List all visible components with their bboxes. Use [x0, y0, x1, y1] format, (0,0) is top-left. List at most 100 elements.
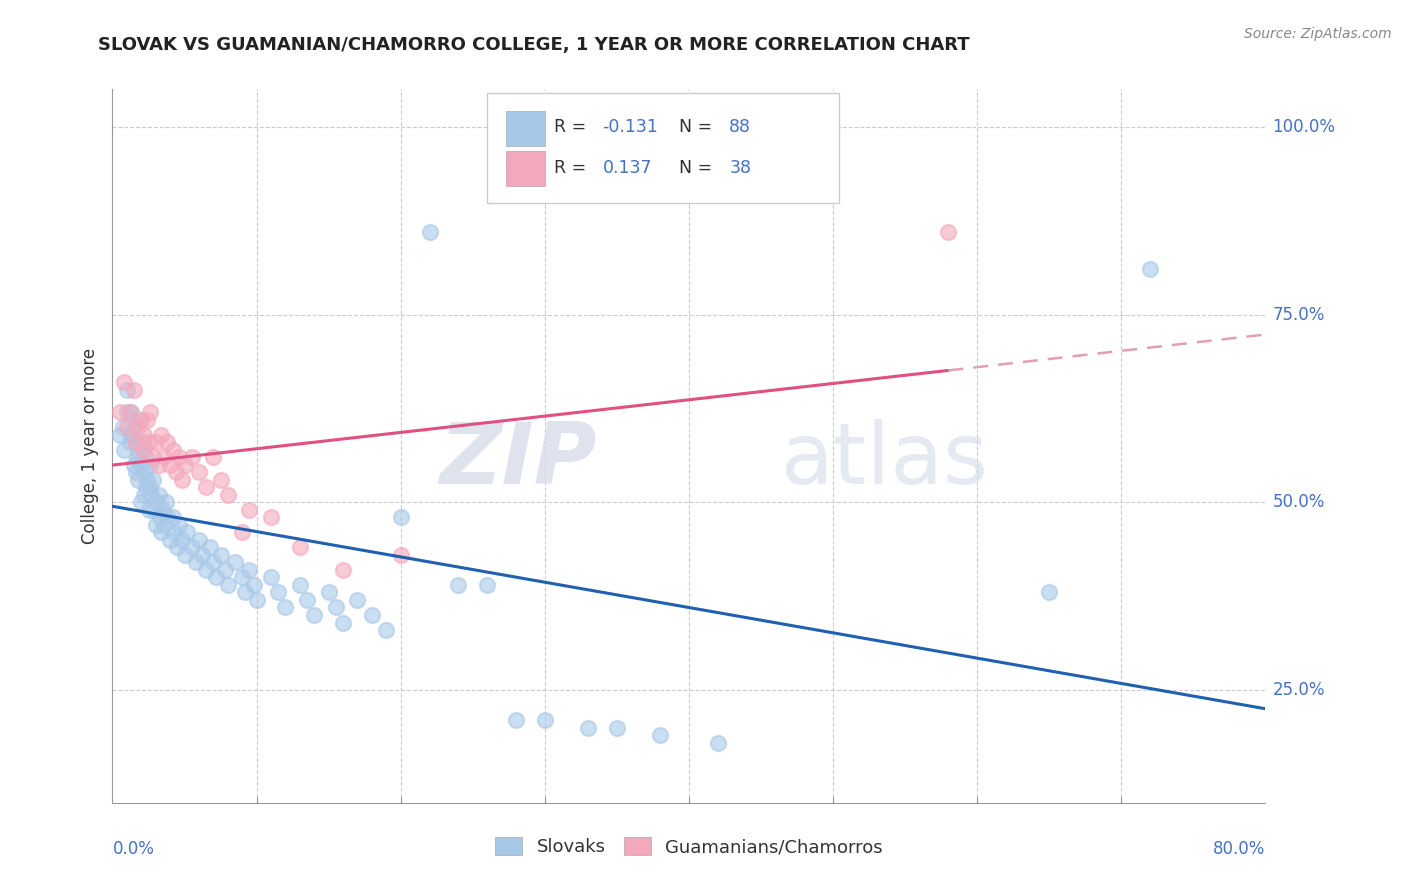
Text: 38: 38 — [730, 159, 751, 177]
Point — [246, 593, 269, 607]
Point — [136, 413, 159, 427]
Point — [166, 541, 188, 555]
Point — [209, 473, 232, 487]
Point — [214, 563, 236, 577]
Point — [124, 435, 146, 450]
Point — [139, 458, 162, 472]
Point — [135, 450, 157, 465]
Point — [127, 473, 149, 487]
Point — [1038, 585, 1060, 599]
Point — [332, 563, 354, 577]
Point — [136, 473, 159, 487]
Point — [145, 435, 167, 450]
Point — [1139, 262, 1161, 277]
Point — [122, 420, 145, 434]
Point — [375, 623, 398, 637]
Point — [202, 450, 225, 465]
Text: atlas: atlas — [782, 418, 990, 502]
Point — [156, 510, 179, 524]
Point — [120, 427, 142, 442]
Point — [134, 465, 156, 479]
Point — [138, 503, 160, 517]
Point — [534, 713, 557, 727]
Point — [288, 578, 311, 592]
Point — [132, 435, 155, 450]
Point — [153, 450, 176, 465]
Point — [576, 721, 599, 735]
Point — [231, 525, 253, 540]
Point — [180, 450, 202, 465]
Point — [134, 488, 156, 502]
Point — [260, 570, 283, 584]
Point — [195, 563, 218, 577]
Point — [128, 413, 150, 427]
Point — [238, 503, 260, 517]
Point — [149, 510, 172, 524]
Text: 0.0%: 0.0% — [112, 840, 155, 858]
Text: Source: ZipAtlas.com: Source: ZipAtlas.com — [1244, 27, 1392, 41]
Point — [112, 442, 135, 457]
Point — [260, 510, 283, 524]
Point — [135, 480, 157, 494]
Point — [148, 488, 170, 502]
Point — [191, 548, 214, 562]
Point — [118, 435, 141, 450]
Text: 0.137: 0.137 — [603, 159, 652, 177]
Point — [122, 383, 145, 397]
Point — [242, 578, 264, 592]
Text: 80.0%: 80.0% — [1213, 840, 1265, 858]
Point — [274, 600, 297, 615]
Point — [124, 465, 146, 479]
Point — [650, 728, 672, 742]
Point — [150, 427, 173, 442]
Text: SLOVAK VS GUAMANIAN/CHAMORRO COLLEGE, 1 YEAR OR MORE CORRELATION CHART: SLOVAK VS GUAMANIAN/CHAMORRO COLLEGE, 1 … — [98, 36, 970, 54]
Point — [209, 548, 232, 562]
Point — [267, 585, 290, 599]
Point — [231, 570, 253, 584]
Point — [188, 465, 211, 479]
Text: -0.131: -0.131 — [603, 118, 658, 136]
Point — [505, 713, 527, 727]
Point — [195, 480, 218, 494]
Point — [139, 405, 162, 419]
Point — [202, 556, 225, 570]
Point — [129, 458, 153, 472]
Point — [148, 458, 170, 472]
Point — [389, 510, 412, 524]
Point — [153, 517, 176, 532]
Legend: Slovaks, Guamanians/Chamorros: Slovaks, Guamanians/Chamorros — [486, 828, 891, 865]
Point — [238, 563, 260, 577]
Point — [129, 413, 153, 427]
Point — [200, 541, 222, 555]
Point — [167, 450, 190, 465]
Point — [419, 225, 441, 239]
Point — [150, 525, 173, 540]
Point — [233, 585, 256, 599]
FancyBboxPatch shape — [506, 111, 546, 145]
Point — [217, 488, 239, 502]
Point — [288, 541, 311, 555]
Point — [145, 517, 167, 532]
Point — [112, 375, 135, 389]
Point — [606, 721, 628, 735]
Text: N =: N = — [679, 118, 717, 136]
Point — [142, 450, 165, 465]
Point — [170, 473, 193, 487]
Point — [115, 420, 138, 434]
Point — [318, 585, 340, 599]
Point — [159, 458, 181, 472]
Point — [936, 225, 959, 239]
Point — [162, 442, 184, 457]
Point — [173, 458, 195, 472]
Point — [143, 503, 166, 517]
Text: 25.0%: 25.0% — [1272, 681, 1324, 699]
Point — [155, 495, 177, 509]
Point — [134, 427, 156, 442]
Point — [165, 465, 187, 479]
Point — [224, 556, 246, 570]
Point — [332, 615, 354, 630]
Point — [118, 405, 141, 419]
Text: 75.0%: 75.0% — [1272, 306, 1324, 324]
Point — [127, 420, 149, 434]
Point — [115, 383, 138, 397]
